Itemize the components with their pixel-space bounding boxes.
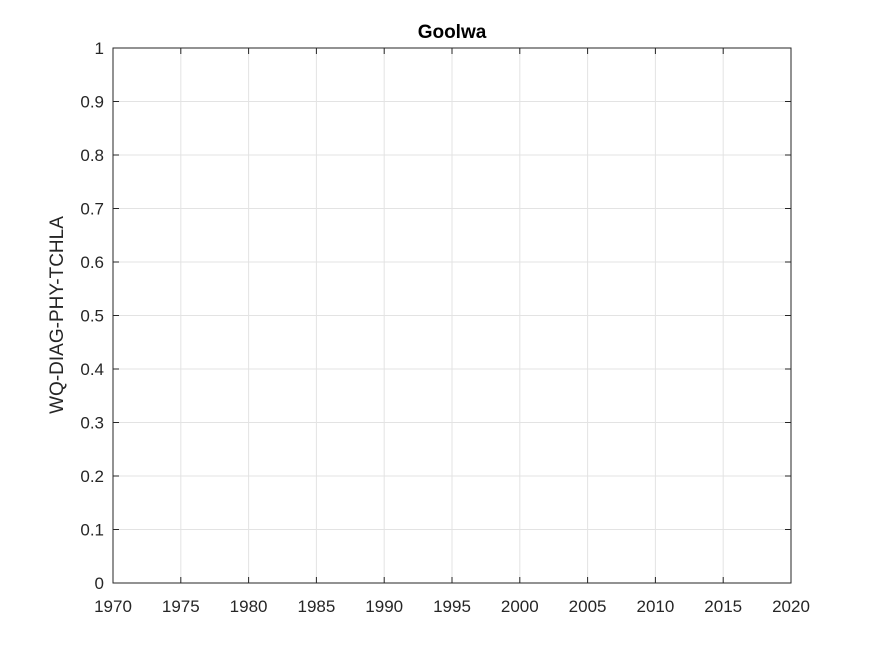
- ticks: [112, 47, 792, 584]
- y-tick-label: 1: [95, 39, 104, 58]
- x-tick-label: 1995: [433, 597, 471, 616]
- x-tick-label: 2010: [636, 597, 674, 616]
- y-tick-label: 0.1: [80, 521, 104, 540]
- x-tick-label: 1980: [230, 597, 268, 616]
- y-tick-label: 0.7: [80, 200, 104, 219]
- x-tick-label: 1985: [297, 597, 335, 616]
- x-tick-label: 1990: [365, 597, 403, 616]
- x-tick-label: 1975: [162, 597, 200, 616]
- y-tick-label: 0.8: [80, 146, 104, 165]
- grid: [113, 48, 791, 583]
- y-tick-label: 0.4: [80, 360, 104, 379]
- y-axis-label: WQ-DIAG-PHY-TCHLA: [47, 216, 68, 414]
- y-tick-label: 0.9: [80, 93, 104, 112]
- x-tick-label: 2000: [501, 597, 539, 616]
- y-tick-label: 0.3: [80, 414, 104, 433]
- x-tick-label: 2005: [569, 597, 607, 616]
- x-tick-label: 1970: [94, 597, 132, 616]
- y-tick-labels: 0 0.1 0.2 0.3 0.4 0.5 0.6 0.7 0.8 0.9 1: [80, 39, 104, 593]
- x-tick-label: 2020: [772, 597, 810, 616]
- x-tick-labels: 1970 1975 1980 1985 1990 1995 2000 2005 2010 2015…: [94, 597, 810, 616]
- chart-title: Goolwa: [418, 22, 487, 43]
- y-tick-label: 0.5: [80, 307, 104, 326]
- y-tick-label: 0: [95, 574, 104, 593]
- y-tick-label: 0.2: [80, 467, 104, 486]
- x-tick-label: 2015: [704, 597, 742, 616]
- y-tick-label: 0.6: [80, 253, 104, 272]
